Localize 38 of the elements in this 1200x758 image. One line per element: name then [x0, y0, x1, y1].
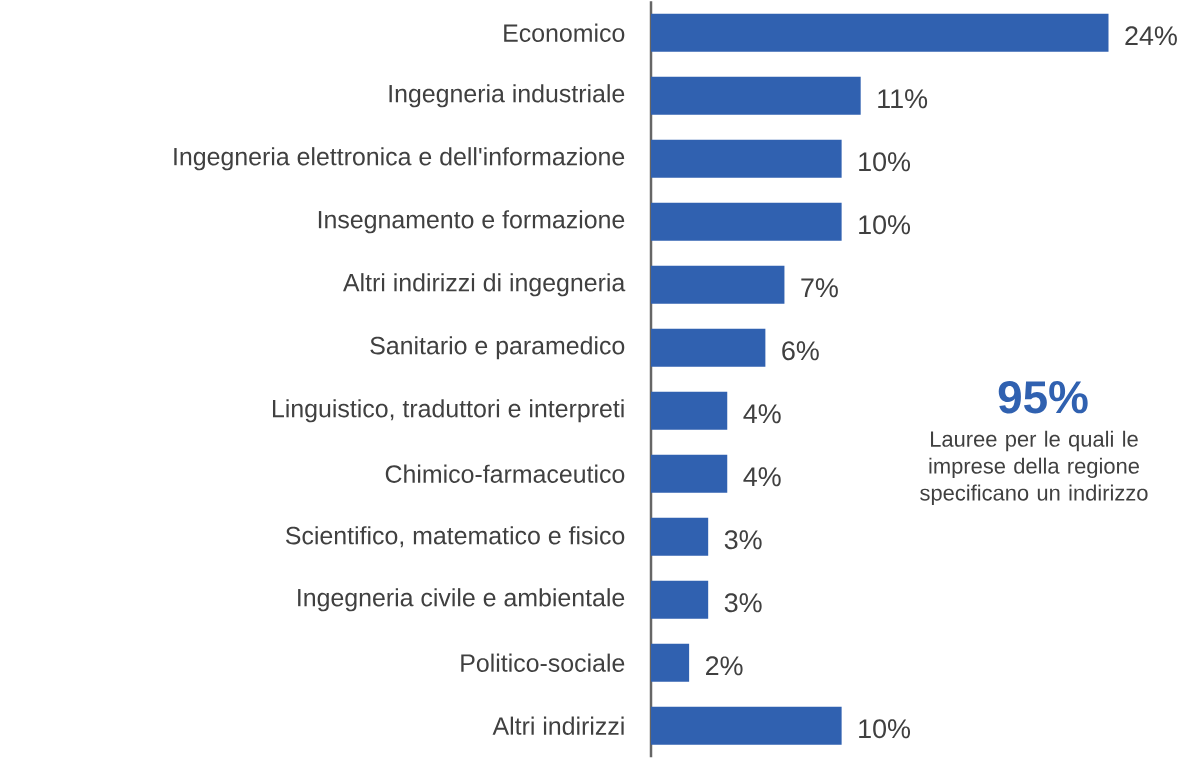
y-tick-label: Economico	[504, 23, 625, 42]
data-label: 3%	[724, 592, 762, 613]
bar	[651, 580, 709, 619]
y-tick-label: Ingegneria civile e ambientale	[298, 587, 625, 612]
data-label: 2%	[706, 656, 743, 675]
y-tick-label: Linguistico, traduttori e interpreti	[272, 398, 624, 423]
data-label: 4%	[743, 404, 781, 423]
data-label: 6%	[782, 340, 819, 361]
bar	[651, 454, 728, 493]
y-tick-label: Scientifico, matematico e fisico	[285, 525, 625, 548]
data-label: 10%	[859, 151, 911, 172]
data-label: 24%	[1125, 26, 1177, 45]
annotation: Lauree per le quali le imprese della regione specificano un indirizzo	[920, 430, 1148, 505]
bar	[651, 643, 690, 682]
data-label: 10%	[859, 214, 911, 235]
bar	[651, 391, 728, 430]
y-tick-label: Altri indirizzi	[492, 716, 624, 735]
data-label: 10%	[859, 718, 911, 739]
bar	[651, 76, 861, 115]
bar	[651, 517, 709, 556]
data-label: 11%	[878, 89, 928, 108]
data-label: 3%	[724, 529, 762, 550]
bar	[651, 265, 785, 304]
bar	[651, 706, 842, 745]
data-label: 4%	[743, 467, 781, 486]
y-tick-label: Altri indirizzi di ingegneria	[343, 272, 626, 297]
y-tick-label: Ingegneria industriale	[389, 83, 625, 108]
y-tick-label: Sanitario e paramedico	[370, 335, 625, 360]
bar	[651, 202, 842, 241]
y-tick-label: Ingegneria elettronica e dell'informazione	[174, 146, 625, 171]
y-tick-label: Chimico-farmaceutico	[385, 464, 625, 483]
bar	[651, 328, 766, 367]
annotation: 95%	[998, 380, 1088, 414]
bar	[651, 139, 842, 178]
bar	[651, 13, 1109, 52]
y-tick-label: Insegnamento e formazione	[318, 209, 625, 234]
y-tick-label: Politico-sociale	[461, 653, 625, 672]
data-label: 7%	[801, 278, 838, 297]
